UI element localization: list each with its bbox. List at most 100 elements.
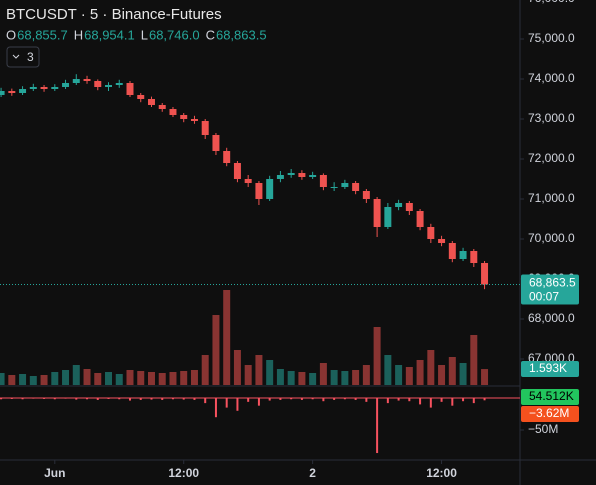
indicator-bar <box>397 398 400 401</box>
volume-bar <box>72 365 80 385</box>
candle-body <box>19 89 27 93</box>
indicator-bar <box>96 398 99 400</box>
candle-body <box>147 99 155 105</box>
indicator-value-label: −3.62M <box>529 406 569 420</box>
volume-bar <box>147 372 155 385</box>
indicator-count[interactable]: 3 <box>27 50 34 64</box>
volume-bar <box>405 367 413 385</box>
ohlc-value: 68,746.0 <box>149 27 200 42</box>
volume-bar <box>373 327 381 385</box>
indicator-badge-label: 54.512K <box>529 389 574 403</box>
x-tick-label: 2 <box>309 466 316 480</box>
volume-bar <box>448 357 456 385</box>
ohlc-value: 68,954.1 <box>84 27 135 42</box>
indicator-value-tag <box>521 406 579 422</box>
candle-body <box>126 83 134 95</box>
candle-body <box>0 91 5 95</box>
volume-bar <box>190 370 198 385</box>
indicator-bar <box>300 398 303 400</box>
volume-bar <box>362 365 370 385</box>
last-price-tag <box>521 274 579 305</box>
candle-body <box>8 91 16 93</box>
indicator-bar <box>118 398 121 400</box>
candle-body <box>62 83 70 87</box>
candle-body <box>362 191 370 199</box>
indicator-bar <box>451 398 454 406</box>
indicator-bar <box>150 398 153 400</box>
volume-bar <box>201 355 209 385</box>
candle-body <box>40 87 48 89</box>
candle-body <box>223 151 231 163</box>
candle-body <box>276 175 284 179</box>
volume-bar <box>29 376 37 385</box>
volume-bar <box>384 355 392 385</box>
indicator-bar <box>386 398 389 404</box>
y-tick-label: 70,000.0 <box>528 231 575 245</box>
candle-body <box>29 87 37 89</box>
candle-body <box>373 199 381 227</box>
indicator-bar <box>193 398 196 400</box>
candle-body <box>94 81 102 87</box>
volume-bar <box>115 374 123 385</box>
volume-bar <box>223 290 231 385</box>
candle-body <box>416 211 424 227</box>
candle-body <box>244 179 252 183</box>
volume-bar <box>352 370 360 385</box>
indicator-bar <box>214 398 217 418</box>
candle-body <box>298 173 306 177</box>
candle-body <box>105 85 113 87</box>
candle-body <box>405 203 413 211</box>
indicator-bar <box>236 398 239 411</box>
indicator-bar <box>139 398 142 400</box>
volume-bar <box>105 372 113 385</box>
indicator-bar <box>290 398 293 400</box>
indicator-bar <box>376 398 379 454</box>
chart-title: BTCUSDT · 5 · Binance-Futures <box>6 6 222 23</box>
indicator-bar <box>53 398 56 400</box>
candle-body <box>470 251 478 263</box>
x-tick-label: 12:00 <box>168 466 199 480</box>
ohlc-key: C <box>206 27 215 42</box>
candle-body <box>115 83 123 85</box>
indicator-toggle[interactable] <box>6 46 40 68</box>
volume-bar <box>19 374 27 385</box>
volume-bar <box>341 371 349 385</box>
candle-body <box>481 263 489 285</box>
candle-body <box>180 115 188 119</box>
indicator-bar <box>483 398 486 401</box>
ohlc-value: 68,863.5 <box>216 27 267 42</box>
volume-bar <box>266 360 274 385</box>
candle-body <box>51 87 59 89</box>
y-tick-label: 74,000.0 <box>528 71 575 85</box>
candle-body <box>319 175 327 187</box>
volume-bar <box>427 350 435 385</box>
indicator-bar <box>182 398 185 400</box>
indicator-bar <box>75 398 78 400</box>
ohlc-key: H <box>74 27 83 42</box>
indicator-bar <box>0 398 3 400</box>
candle-body <box>83 79 91 81</box>
volume-bar <box>330 370 338 385</box>
candle-body <box>330 187 338 188</box>
volume-bar <box>51 372 59 385</box>
ohlc-value: 68,855.7 <box>17 27 68 42</box>
candle-body <box>427 227 435 239</box>
indicator-bar <box>257 398 260 406</box>
indicator-bar <box>311 398 314 400</box>
indicator-badge <box>521 389 579 405</box>
indicator-bar <box>247 398 250 402</box>
indicator-bar <box>440 398 443 402</box>
volume-bar <box>255 355 263 385</box>
y-tick-label: 76,000.0 <box>528 0 575 5</box>
volume-bar <box>298 372 306 385</box>
x-tick-label: 12:00 <box>426 466 457 480</box>
candle-body <box>255 183 263 199</box>
y-tick-label: 68,000.0 <box>528 311 575 325</box>
indicator-bar <box>408 398 411 402</box>
volume-bar <box>62 370 70 385</box>
countdown-label: 00:07 <box>529 290 559 304</box>
volume-bar <box>180 371 188 385</box>
y-tick-label: 71,000.0 <box>528 191 575 205</box>
